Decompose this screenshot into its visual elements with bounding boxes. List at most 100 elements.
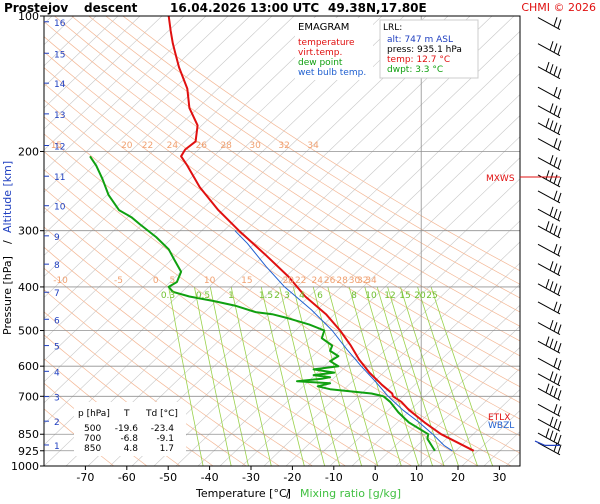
table-header-t: T: [123, 409, 130, 419]
mixing-ratio-label: 8: [351, 291, 357, 301]
mxws-label: MXWS: [486, 174, 515, 184]
x-tick-label: -70: [76, 471, 94, 484]
dry-adiabat-label: -10: [53, 276, 68, 286]
altitude-tick-label: 2: [54, 418, 60, 428]
table-cell: 850: [84, 444, 101, 454]
dry-adiabat-label: 24: [167, 141, 179, 151]
copyright: CHMI © 2026: [521, 1, 596, 14]
dry-adiabat-label: 22: [142, 141, 153, 151]
header-datetime: 16.04.2026 13:00 UTC: [170, 1, 319, 15]
dry-adiabat-label: 28: [336, 276, 348, 286]
x-tick-label: 10: [410, 471, 424, 484]
altitude-tick-label: 6: [54, 316, 60, 326]
mixing-ratio-label: 12: [384, 291, 395, 301]
altitude-tick-label: 3: [54, 394, 60, 404]
dry-adiabat-label: 5: [169, 276, 175, 286]
dry-adiabat-label: 0: [153, 276, 159, 286]
dry-adiabat-label: 20: [283, 276, 295, 286]
table-cell: -19.6: [115, 424, 139, 434]
table-cell: 500: [84, 424, 101, 434]
altitude-tick-label: 7: [54, 289, 60, 299]
altitude-tick-label: 12: [54, 143, 65, 153]
x-tick-label: 30: [492, 471, 506, 484]
y-tick-label: 850: [18, 428, 39, 441]
y-tick-label: 600: [18, 360, 39, 373]
header-mode: descent: [84, 1, 138, 15]
table-cell: -6.8: [120, 434, 138, 444]
x-tick-label: -30: [242, 471, 260, 484]
dry-adiabat-label: 22: [295, 276, 306, 286]
dry-adiabat-label: 32: [278, 141, 289, 151]
y-tick-label: 700: [18, 390, 39, 403]
mixing-ratio-label: 3: [284, 291, 290, 301]
lrl-temp: temp: 12.7 °C: [387, 55, 450, 65]
dry-adiabat-label: -5: [114, 276, 123, 286]
x-tick-label: 0: [372, 471, 379, 484]
dry-adiabat-label: 30: [249, 141, 261, 151]
table-header-td: Td [°C]: [145, 409, 178, 419]
x-axis-title-sep: /: [286, 487, 290, 500]
altitude-tick-label: 10: [54, 203, 66, 213]
y-tick-label: 300: [18, 225, 39, 238]
wbzl-label: WBZL: [488, 421, 514, 431]
y-axis-title: Pressure [hPa]: [1, 256, 14, 335]
mixing-ratio-label: 1.5: [259, 291, 273, 301]
altitude-tick-label: 13: [54, 111, 65, 121]
y-tick-label: 200: [18, 145, 39, 158]
lrl-press: press: 935.1 hPa: [387, 45, 462, 55]
legend-title: EMAGRAM: [298, 22, 349, 33]
x-tick-label: 20: [451, 471, 465, 484]
altitude-tick-label: 16: [54, 19, 66, 29]
y-axis-title-sep: /: [1, 240, 14, 244]
x-tick-label: -10: [325, 471, 343, 484]
header-station: Prostejov: [4, 1, 68, 15]
altitude-tick-label: 9: [54, 233, 60, 243]
legend-item-wet-bulb: wet bulb temp.: [298, 68, 366, 78]
mixing-ratio-label: 10: [365, 291, 377, 301]
table-header-p: p [hPa]: [78, 409, 110, 419]
lrl-alt: alt: 747 m ASL: [387, 35, 453, 45]
dry-adiabat-label: 26: [324, 276, 336, 286]
altitude-tick-label: 5: [54, 343, 60, 353]
y-tick-label: 400: [18, 281, 39, 294]
y-tick-label: 925: [18, 445, 39, 458]
table-cell: 4.8: [124, 444, 139, 454]
dry-adiabat-label: 34: [365, 276, 377, 286]
x-tick-label: -60: [118, 471, 136, 484]
mixing-ratio-label: 0.3: [161, 291, 175, 301]
x-axis-title-2: Mixing ratio [g/kg]: [300, 487, 401, 500]
table-cell: -23.4: [151, 424, 175, 434]
dry-adiabat-label: 20: [121, 141, 133, 151]
table-cell: 700: [84, 434, 101, 444]
altitude-tick-label: 1: [54, 442, 60, 452]
dry-adiabat-label: 10: [204, 276, 216, 286]
y-tick-label: 500: [18, 325, 39, 338]
mixing-ratio-label: 0.5: [196, 291, 210, 301]
lrl-title: LRL:: [383, 23, 402, 33]
legend-item-dew-point: dew point: [298, 58, 343, 68]
mixing-ratio-label: 15: [399, 291, 410, 301]
altitude-tick-label: 15: [54, 50, 65, 60]
mixing-ratio-label: 20: [414, 291, 426, 301]
mixing-ratio-label: 1: [228, 291, 234, 301]
x-axis-title: Temperature [°C]: [195, 487, 291, 500]
dry-adiabat-label: 15: [241, 276, 252, 286]
altitude-tick-label: 4: [54, 368, 60, 378]
table-cell: -9.1: [156, 434, 174, 444]
altitude-tick-label: 8: [54, 261, 60, 271]
table-cell: 1.7: [160, 444, 174, 454]
dry-adiabat-label: 34: [307, 141, 319, 151]
x-tick-label: -50: [159, 471, 177, 484]
altitude-tick-label: 14: [54, 80, 66, 90]
header-coords: 49.38N,17.80E: [328, 1, 427, 15]
x-tick-label: -20: [283, 471, 301, 484]
lrl-dwpt: dwpt: 3.3 °C: [387, 65, 443, 75]
mixing-ratio-label: 2: [274, 291, 280, 301]
mixing-ratio-label: 25: [426, 291, 437, 301]
y-tick-label: 1000: [11, 460, 39, 473]
dry-adiabat-label: 28: [220, 141, 232, 151]
legend-item-temperature: temperature: [298, 38, 355, 48]
mixing-ratio-label: 6: [317, 291, 323, 301]
